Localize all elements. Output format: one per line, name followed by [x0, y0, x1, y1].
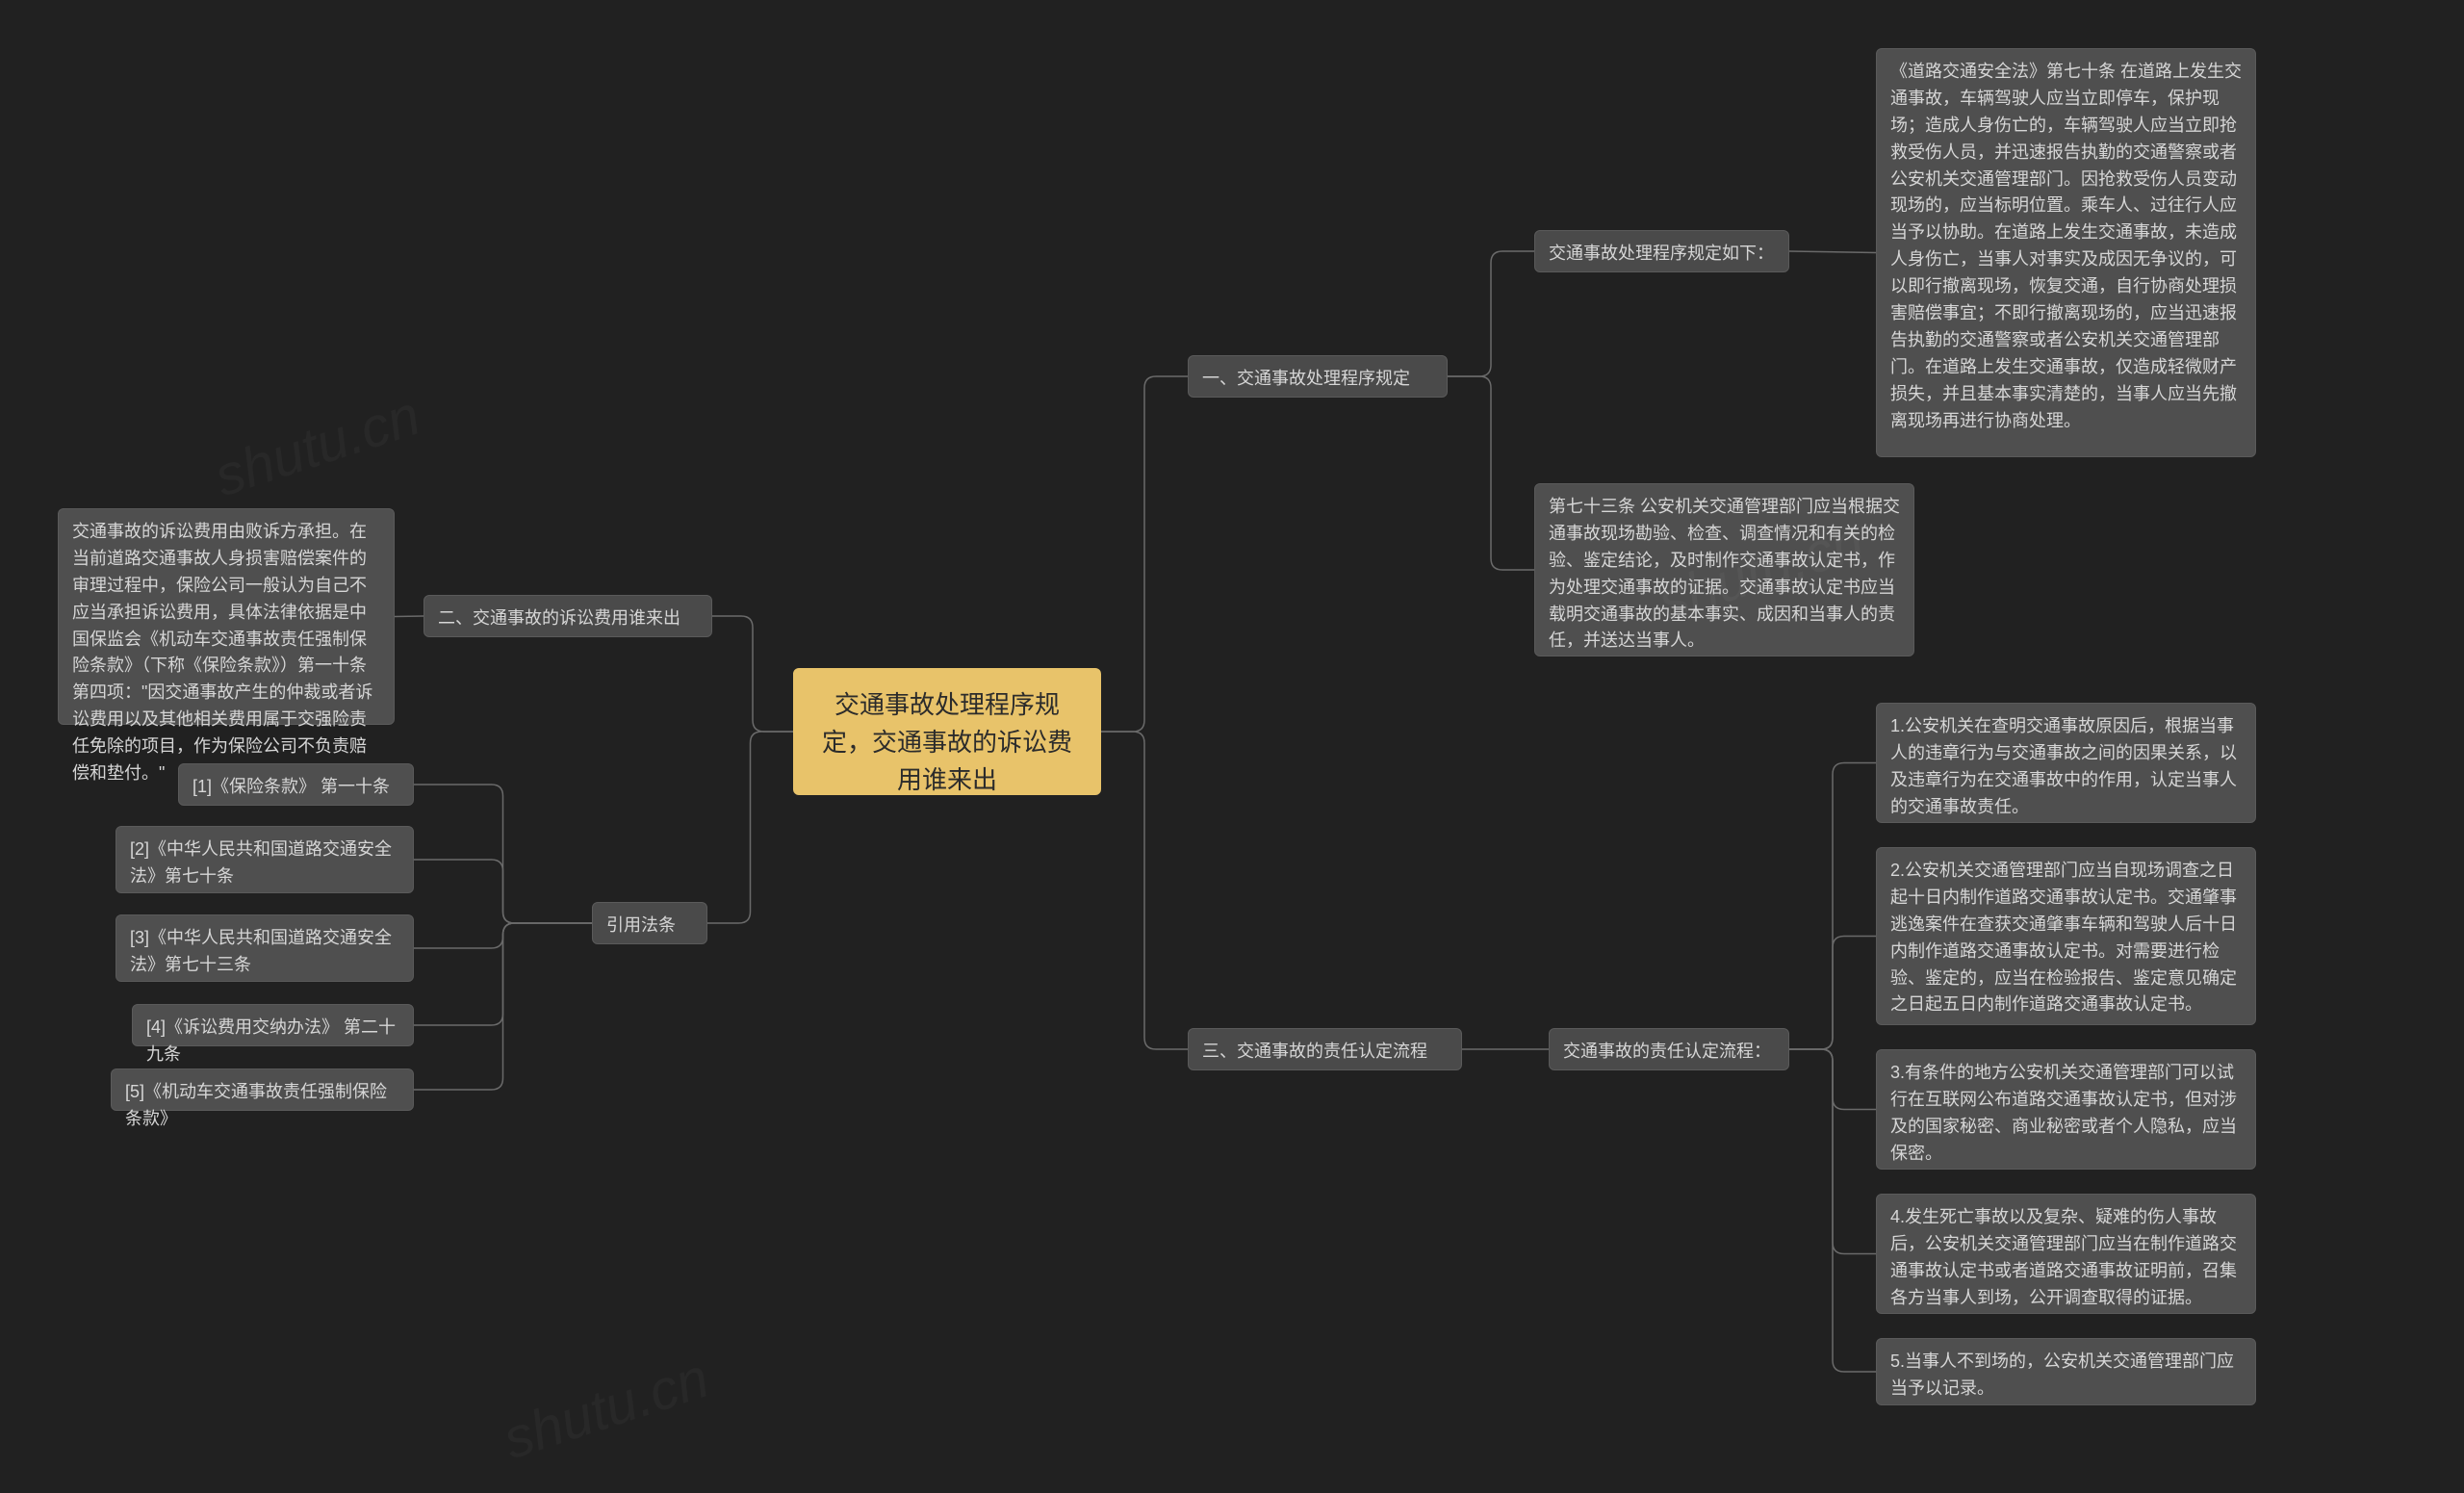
- ref-5: [5]《机动车交通事故责任强制保险条款》: [111, 1068, 414, 1111]
- branch-1-sub-1[interactable]: 交通事故处理程序规定如下：: [1534, 230, 1789, 272]
- branch-3-leaf-4: 4.发生死亡事故以及复杂、疑难的伤人事故后，公安机关交通管理部门应当在制作道路交…: [1876, 1194, 2256, 1314]
- branch-1-leaf-2: 第七十三条 公安机关交通管理部门应当根据交通事故现场勘验、检查、调查情况和有关的…: [1534, 483, 1914, 656]
- branch-3-sub-1[interactable]: 交通事故的责任认定流程：: [1549, 1028, 1789, 1070]
- root-node[interactable]: 交通事故处理程序规定，交通事故的诉讼费用谁来出: [793, 668, 1101, 795]
- branch-refs[interactable]: 引用法条: [592, 902, 707, 944]
- branch-1-leaf-1: 《道路交通安全法》第七十条 在道路上发生交通事故，车辆驾驶人应当立即停车，保护现…: [1876, 48, 2256, 457]
- branch-2-leaf-1: 交通事故的诉讼费用由败诉方承担。在当前道路交通事故人身损害赔偿案件的审理过程中，…: [58, 508, 395, 725]
- ref-3: [3]《中华人民共和国道路交通安全法》第七十三条: [116, 914, 414, 982]
- branch-1[interactable]: 一、交通事故处理程序规定: [1188, 355, 1448, 398]
- watermark: shutu.cn: [207, 383, 427, 509]
- ref-1: [1]《保险条款》 第一十条: [178, 763, 414, 806]
- branch-3-leaf-2: 2.公安机关交通管理部门应当自现场调查之日起十日内制作道路交通事故认定书。交通肇…: [1876, 847, 2256, 1025]
- branch-3[interactable]: 三、交通事故的责任认定流程: [1188, 1028, 1462, 1070]
- branch-3-leaf-3: 3.有条件的地方公安机关交通管理部门可以试行在互联网公布道路交通事故认定书，但对…: [1876, 1049, 2256, 1170]
- branch-2[interactable]: 二、交通事故的诉讼费用谁来出: [424, 595, 712, 637]
- watermark: shutu.cn: [496, 1346, 716, 1472]
- ref-4: [4]《诉讼费用交纳办法》 第二十九条: [132, 1004, 414, 1046]
- branch-3-leaf-5: 5.当事人不到场的，公安机关交通管理部门应当予以记录。: [1876, 1338, 2256, 1405]
- branch-3-leaf-1: 1.公安机关在查明交通事故原因后，根据当事人的违章行为与交通事故之间的因果关系，…: [1876, 703, 2256, 823]
- ref-2: [2]《中华人民共和国道路交通安全法》第七十条: [116, 826, 414, 893]
